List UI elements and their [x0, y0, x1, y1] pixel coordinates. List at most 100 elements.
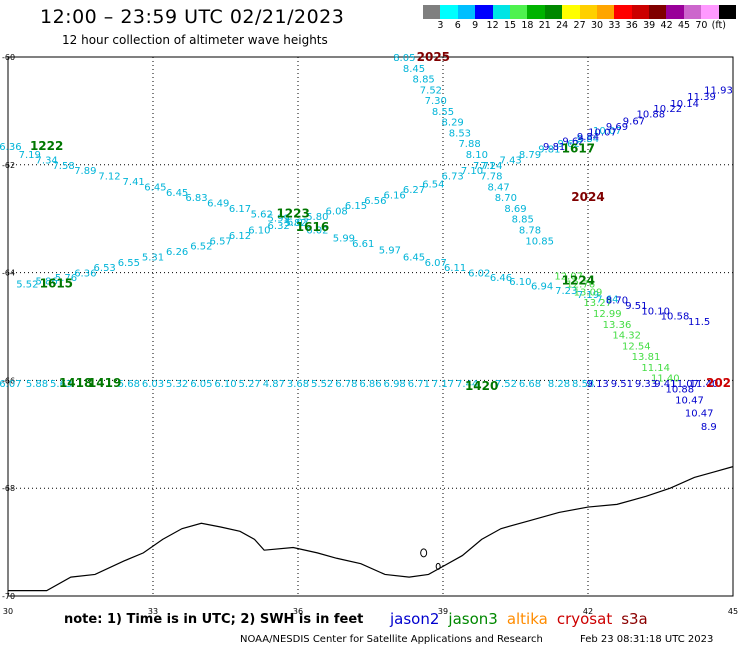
lon-label: 42 [583, 607, 593, 616]
wave-height-value: 6.27 [403, 185, 425, 196]
wave-height-value: 6.54 [422, 180, 444, 191]
wave-height-value: 11.07 [670, 379, 699, 390]
lat-label: -60 [2, 53, 15, 62]
scale-label: 3 [437, 20, 444, 31]
wave-height-value: 11.40 [651, 374, 680, 385]
wave-height-value: 6.53 [94, 263, 116, 274]
wave-height-value: 10.47 [675, 395, 704, 406]
pass-time-label: 202 [706, 376, 731, 390]
map-frame [7, 56, 734, 597]
scale-label: 42 [660, 20, 673, 31]
wave-height-value: 7.30 [425, 96, 447, 107]
pass-time-label: 1615 [40, 276, 73, 290]
pass-time-label: 1222 [30, 139, 63, 153]
wave-height-value: 8.53 [449, 128, 471, 139]
wave-height-value: 7.64 [596, 294, 618, 305]
wave-height-value: 4.87 [263, 379, 285, 390]
wave-height-value: 7.41 [123, 177, 145, 188]
wave-height-value: 8.79 [519, 150, 541, 161]
wave-height-value: 11.14 [641, 363, 670, 374]
satellite-altika: altika [506, 610, 548, 628]
lon-label: 45 [728, 607, 738, 616]
wave-height-value: 5.99 [268, 214, 290, 225]
wave-height-value: 6.55 [118, 258, 140, 269]
scale-swatch [440, 5, 458, 19]
wave-height-value: 10.58 [661, 312, 690, 323]
wave-height-value: 6.08 [326, 207, 348, 218]
wave-height-value: 7.52 [420, 85, 442, 96]
wave-height-value: 9.51 [611, 379, 633, 390]
wave-height-value: 6.07 [287, 217, 309, 228]
lat-label: -62 [2, 161, 15, 170]
scale-swatch [631, 5, 650, 19]
wave-height-value: 8.85 [512, 215, 534, 226]
wave-height-scale-labels: 3 6 9 12 15 18 21 24 27 30 33 36 39 42 45 70 (ft) [423, 20, 733, 34]
wave-height-value: 9.84 [577, 134, 599, 145]
wave-height-value: 6.73 [442, 172, 464, 183]
wave-height-value: 6.07 [425, 258, 447, 269]
wave-height-value: 6.10 [509, 277, 531, 288]
wave-height-value: 5.80 [306, 212, 328, 223]
wave-height-value: 5.88 [26, 379, 48, 390]
wave-height-value: 7.52 [495, 379, 517, 390]
island [420, 548, 428, 558]
wave-height-value: 7.24 [480, 161, 502, 172]
wave-height-value: 7.12 [98, 172, 120, 183]
wave-height-value: 8.58 [572, 379, 594, 390]
scale-swatch [457, 5, 476, 19]
wave-height-value: 13.36 [603, 320, 632, 331]
wave-height-value: 8.70 [495, 193, 517, 204]
scale-label: 30 [590, 20, 604, 31]
wave-height-value: 9.67 [623, 117, 645, 128]
wave-height-value: 9.51 [625, 301, 647, 312]
wave-height-value: 6.36 [74, 269, 96, 280]
satellite-jason2: jason2 [390, 610, 440, 628]
wave-height-value: 8.47 [487, 182, 509, 193]
wave-height-value: 5.31 [142, 252, 164, 263]
scale-swatch [475, 5, 493, 19]
wave-height-color-scale [423, 5, 737, 19]
wave-height-value: 7.44 [456, 379, 478, 390]
lat-label: -66 [2, 376, 15, 385]
wave-height-value: 6.10 [248, 225, 270, 236]
wave-height-value: 7.23 [555, 286, 577, 297]
wave-height-value: 5.62 [251, 209, 273, 220]
wave-height-value: 7.43 [500, 155, 522, 166]
wave-height-value: 8.10 [466, 150, 488, 161]
wave-height-value: 14.32 [612, 331, 641, 342]
scale-label: 15 [503, 20, 517, 31]
wave-height-value: 6.83 [185, 193, 207, 204]
wave-height-value: 6.45 [166, 188, 188, 199]
wave-height-value: 9.81 [543, 142, 565, 153]
wave-height-value: 6.94 [531, 282, 553, 293]
wave-height-value: 6.07 [0, 379, 22, 390]
lon-label: 30 [3, 607, 13, 616]
wave-height-value: 13.81 [632, 352, 661, 363]
scale-label: 45 [677, 20, 691, 31]
scale-swatch [544, 5, 563, 19]
wave-height-value: 8.70 [606, 296, 628, 307]
wave-height-value: 8.85 [413, 75, 435, 86]
pass-time-label: 1223 [276, 206, 309, 220]
wave-height-value: 7.78 [480, 172, 502, 183]
scale-label: 12 [486, 20, 499, 31]
wave-height-value: 12.54 [622, 341, 651, 352]
wave-height-value: 5.52 [311, 379, 333, 390]
scale-label: 9 [472, 20, 479, 31]
wave-height-value: 10.88 [637, 110, 666, 121]
satellite-cryosat: cryosat [556, 610, 613, 628]
wave-height-value: 8.29 [442, 118, 464, 129]
wave-height-value: 11.93 [704, 85, 733, 96]
wave-height-value: 13.09 [574, 287, 603, 298]
wave-height-value: 7.19 [19, 150, 41, 161]
wave-height-value: 6.32 [268, 221, 290, 232]
wave-height-value: 7.58 [52, 161, 74, 172]
wave-height-value: 6.26 [166, 247, 188, 258]
lat-label: -68 [2, 484, 15, 493]
scale-swatch [718, 5, 737, 19]
island [435, 562, 441, 570]
wave-height-value: 10.10 [641, 306, 670, 317]
wave-height-value: 11.5 [688, 317, 710, 328]
wave-height-value: 6.57 [210, 236, 232, 247]
